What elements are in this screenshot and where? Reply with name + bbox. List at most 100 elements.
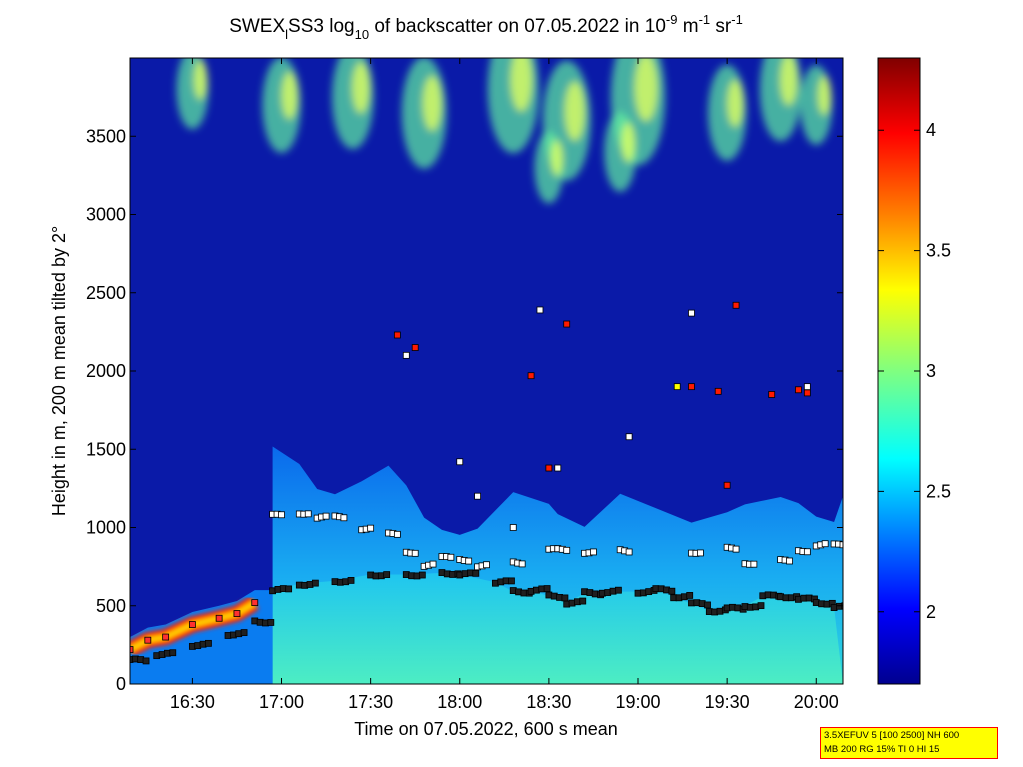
red-layer-marker [130,646,134,653]
upper-cloud-core-0 [193,59,208,100]
cloud-marker-white [536,306,544,314]
upper-cloud-core-7 [726,79,744,128]
bl-marker [579,597,587,605]
bl-marker [615,586,622,594]
red-layer-marker [144,636,152,644]
bl-marker [561,594,569,602]
cloud-marker-white [509,524,517,531]
colorbar-tick-label: 2.5 [926,481,951,501]
bl-marker [169,649,177,657]
cloud-marker-white [474,492,481,500]
upper-cloud-core-10 [621,122,636,163]
x-tick-label: 18:00 [437,692,482,712]
y-tick-label: 3500 [86,126,126,146]
upper-marker [821,540,829,548]
upper-marker [697,549,704,557]
upper-marker [732,545,740,553]
x-tick-label: 18:30 [526,692,571,712]
backscatter-heatmap [130,58,853,684]
y-tick-label: 1000 [86,518,126,538]
red-layer-marker [162,633,170,641]
colorbar-tick-label: 3.5 [926,241,951,261]
upper-cloud-core-2 [351,61,370,114]
cloud-marker-red [563,320,571,328]
upper-marker [304,510,312,518]
colorbar-tick-label: 2 [926,602,936,622]
x-tick-label: 20:00 [794,692,839,712]
colorbar-tick-label: 4 [926,120,936,140]
bl-marker [704,601,711,609]
upper-marker [367,524,375,532]
upper-marker [411,549,419,557]
bl-marker [205,639,212,647]
cloud-marker-white [554,464,562,472]
x-tick-label: 17:30 [348,692,393,712]
x-axis: 16:30 17:00 17:30 18:00 18:30 19:00 19:30 20:00 [170,58,839,712]
bl-marker [285,585,293,593]
red-layer-marker [215,614,223,622]
cloud-marker-white [688,309,695,317]
info-line-1: 3.5XEFUV 5 [100 2500] NH 600 [824,730,960,741]
upper-marker [786,557,793,565]
bl-marker [508,577,515,585]
chart-title: SWEXlSS3 log10 of backscatter on 07.05.2… [229,12,743,42]
cloud-marker-white [803,383,811,391]
y-tick-label: 1500 [86,439,126,459]
bl-marker [142,657,150,665]
x-tick-label: 19:30 [705,692,750,712]
cloud-marker-red [723,481,731,489]
upper-marker [563,546,571,554]
bl-marker [311,579,319,587]
cloud-marker-red [795,386,802,394]
cloud-marker-red [411,344,419,351]
upper-marker [278,511,285,519]
bl-marker [383,571,391,578]
upper-marker [322,512,330,520]
cloud-marker-white [402,351,410,359]
bl-marker [418,571,426,579]
bl-marker [847,603,853,609]
bl-marker [757,602,765,610]
cloud-marker-white [625,433,633,441]
red-layer-marker [188,621,196,628]
upper-marker [590,548,597,556]
upper-marker [803,548,811,556]
bl-marker [347,577,355,584]
y-tick-label: 2000 [86,361,126,381]
cloud-marker-yellow [673,383,681,391]
cloud-marker-red [714,387,722,395]
upper-marker [518,560,526,568]
cloud-marker-white [456,458,464,466]
upper-marker [447,553,455,561]
upper-marker [465,557,473,565]
y-axis-label: Height in m, 200 m mean tilted by 2° [49,226,69,516]
colorbar [877,57,921,685]
upper-cloud-core-8 [779,58,798,106]
bl-marker [267,619,275,626]
upper-marker [839,541,843,549]
bl-marker [240,629,248,636]
cloud-marker-red [732,301,740,309]
upper-cloud-core-5 [564,81,586,142]
red-layer-marker [251,599,259,607]
y-axis: 0 500 1000 1500 2000 2500 3000 3500 [86,126,843,694]
colorbar-ticks: 2 2.5 3 3.5 4 [878,120,951,622]
upper-cloud-core-11 [550,140,564,177]
y-tick-label: 0 [116,674,126,694]
cloud-marker-red [545,464,553,472]
upper-marker [625,548,633,556]
colorbar-tick-label: 3 [926,361,936,381]
upper-cloud-core-3 [422,75,442,132]
upper-marker [483,561,490,569]
cloud-marker-red [393,331,401,339]
settings-info-box: 3.5XEFUV 5 [100 2500] NH 600 MB 200 RG 1… [820,727,998,759]
x-tick-label: 16:30 [170,692,215,712]
upper-cloud-core-1 [281,71,298,120]
info-line-2: MB 200 RG 15% TI 0 HI 15 [824,744,940,755]
upper-cloud-core-4 [510,58,533,112]
cloud-marker-red [527,372,535,380]
bl-marker [668,587,676,595]
cloud-marker-red [688,383,695,391]
y-tick-label: 3000 [86,205,126,225]
